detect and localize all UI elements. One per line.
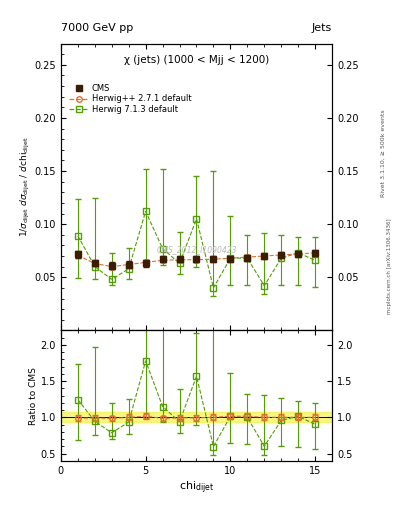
Text: mcplots.cern.ch [arXiv:1306.3436]: mcplots.cern.ch [arXiv:1306.3436] [387, 219, 392, 314]
Legend: CMS, Herwig++ 2.7.1 default, Herwig 7.1.3 default: CMS, Herwig++ 2.7.1 default, Herwig 7.1.… [68, 82, 193, 116]
Text: Jets: Jets [312, 23, 332, 33]
X-axis label: chi$_{\mathregular{dijet}}$: chi$_{\mathregular{dijet}}$ [179, 480, 214, 496]
Y-axis label: Ratio to CMS: Ratio to CMS [29, 367, 38, 424]
Text: χ (jets) (1000 < Mjj < 1200): χ (jets) (1000 < Mjj < 1200) [124, 55, 269, 65]
Text: CMS_2012_I1090423: CMS_2012_I1090423 [156, 246, 237, 254]
Text: 7000 GeV pp: 7000 GeV pp [61, 23, 133, 33]
Y-axis label: $1/\sigma_{\rm dijet}\ d\sigma_{\rm dijet}\ /\ d{\rm chi}_{\rm dijet}$: $1/\sigma_{\rm dijet}\ d\sigma_{\rm dije… [18, 137, 32, 237]
Bar [61, 412, 332, 422]
Text: Rivet 3.1.10, ≥ 500k events: Rivet 3.1.10, ≥ 500k events [381, 110, 386, 198]
